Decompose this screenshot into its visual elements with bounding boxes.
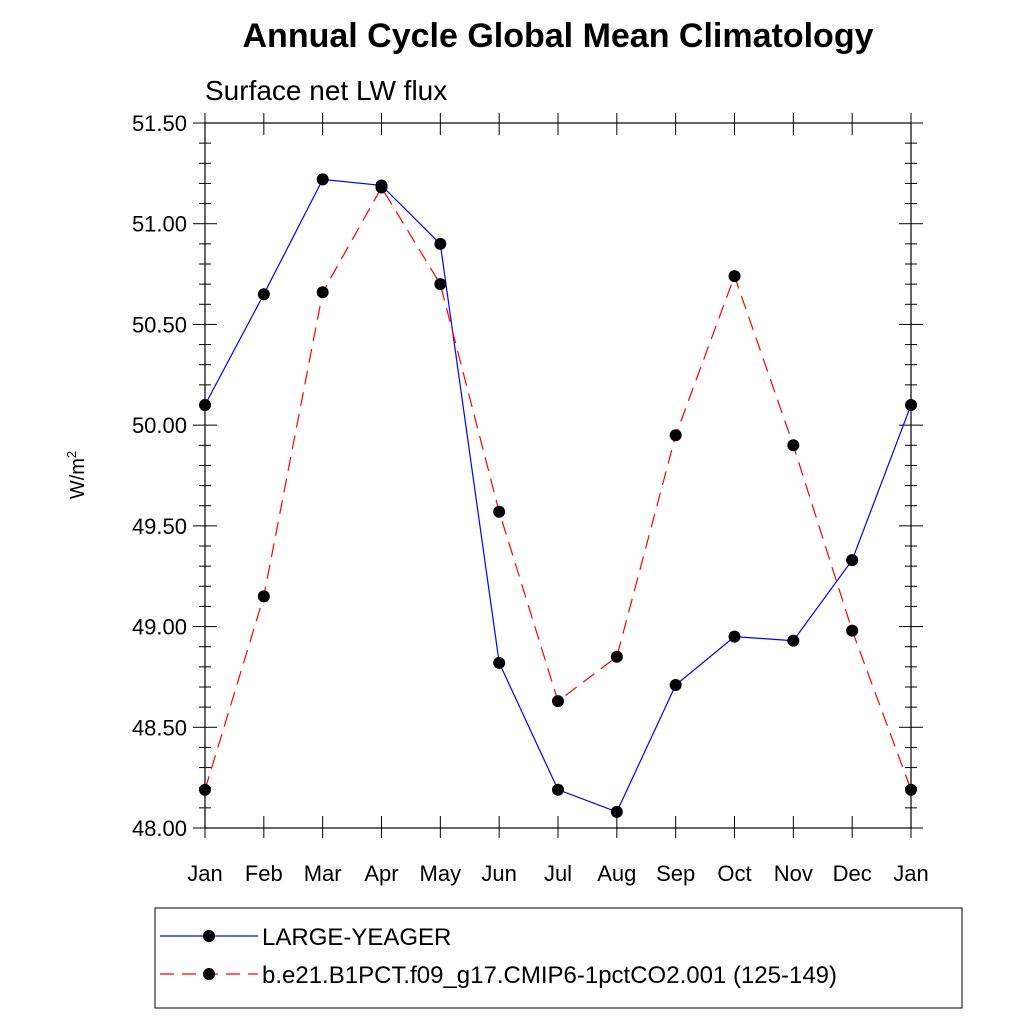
y-axis-label-base: W/m bbox=[67, 458, 89, 499]
y-tick-label: 50.00 bbox=[132, 413, 187, 438]
y-tick-label: 48.50 bbox=[132, 715, 187, 740]
y-tick-label: 49.00 bbox=[132, 615, 187, 640]
series-2-point bbox=[375, 181, 388, 194]
series-2-point bbox=[610, 650, 623, 663]
series-2-point bbox=[552, 695, 564, 708]
y-axis-label: W/m2 bbox=[64, 451, 89, 499]
legend-label-2: b.e21.B1PCT.f09_g17.CMIP6-1pctCO2.001 (1… bbox=[262, 962, 837, 989]
series-2-point bbox=[257, 590, 270, 603]
series-line-1 bbox=[204, 178, 912, 813]
series-2-point bbox=[316, 286, 329, 299]
series-2-point bbox=[846, 624, 859, 637]
series-1-point bbox=[493, 656, 506, 669]
x-tick-label: Apr bbox=[364, 861, 398, 886]
series-2-point bbox=[669, 429, 682, 442]
x-tick-label: Jan bbox=[893, 861, 928, 886]
x-tick-label: Nov bbox=[774, 861, 813, 886]
x-tick-label: Aug bbox=[597, 861, 636, 886]
series-1-point bbox=[846, 554, 859, 567]
y-tick-label: 51.00 bbox=[132, 212, 187, 237]
y-tick-label: 48.00 bbox=[132, 816, 187, 841]
series-1-point bbox=[199, 399, 211, 411]
series-1-point bbox=[610, 805, 623, 818]
series-1-point bbox=[787, 634, 800, 647]
x-tick-label: May bbox=[420, 861, 462, 886]
x-tick-label: Mar bbox=[304, 861, 342, 886]
series-1-point bbox=[257, 288, 270, 301]
series-2-point bbox=[905, 783, 917, 796]
x-tick-label: Sep bbox=[656, 861, 695, 886]
series-1-point bbox=[905, 399, 917, 411]
x-tick-label: Dec bbox=[833, 861, 872, 886]
legend-marker-2 bbox=[203, 968, 215, 980]
series-2-point bbox=[787, 439, 800, 452]
series-1-point bbox=[552, 783, 564, 796]
legend: LARGE-YEAGER b.e21.B1PCT.f09_g17.CMIP6-1p… bbox=[160, 924, 837, 989]
series-layer bbox=[199, 173, 917, 818]
x-tick-label: Jan bbox=[187, 861, 222, 886]
x-tick-label: Jul bbox=[544, 861, 572, 886]
x-tick-label: Oct bbox=[717, 861, 751, 886]
legend-label-1: LARGE-YEAGER bbox=[262, 924, 451, 951]
y-tick-label: 50.50 bbox=[132, 312, 187, 337]
series-2-point bbox=[199, 783, 211, 796]
y-tick-label: 49.50 bbox=[132, 514, 187, 539]
plot-frame bbox=[204, 122, 912, 829]
series-1-point bbox=[316, 173, 329, 186]
series-1-point bbox=[728, 630, 741, 643]
chart-subtitle: Surface net LW flux bbox=[205, 75, 447, 106]
legend-marker-1 bbox=[203, 930, 215, 942]
series-1-point bbox=[434, 237, 447, 250]
legend-box bbox=[154, 907, 963, 1009]
x-tick-label: Feb bbox=[245, 861, 283, 886]
axes: 48.00 48.50 49.00 49.50 50.00 50.50 51.00 51.50… bbox=[132, 111, 929, 886]
chart-title: Annual Cycle Global Mean Climatology bbox=[243, 17, 874, 55]
y-axis-label-sup: 2 bbox=[64, 451, 79, 458]
series-2-point bbox=[728, 270, 741, 283]
series-1-point bbox=[669, 678, 682, 691]
x-tick-label: Jun bbox=[481, 861, 516, 886]
series-2-point bbox=[434, 278, 447, 291]
series-2-point bbox=[493, 505, 506, 518]
y-tick-label: 51.50 bbox=[132, 111, 187, 136]
